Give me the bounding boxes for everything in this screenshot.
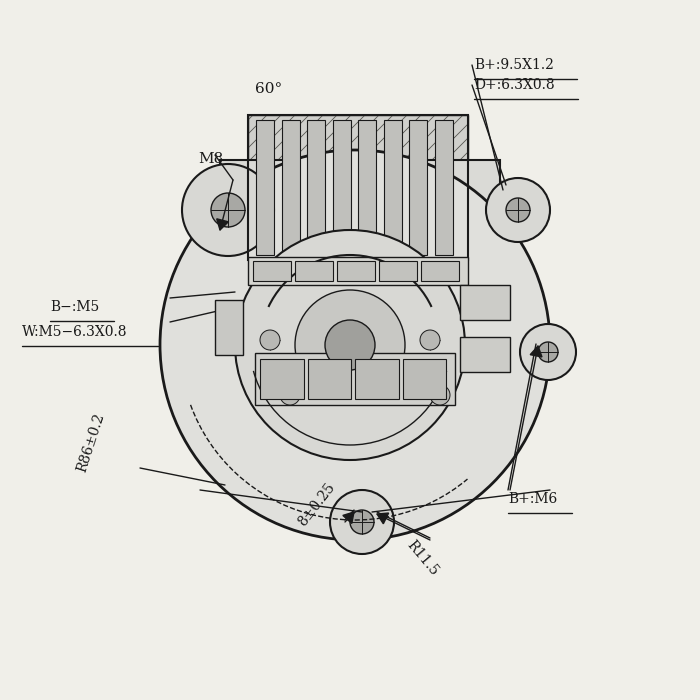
Circle shape — [350, 510, 374, 534]
Bar — [295, 261, 333, 281]
Polygon shape — [377, 513, 388, 524]
Text: B+:M6: B+:M6 — [508, 492, 557, 506]
Circle shape — [538, 342, 558, 362]
Bar — [355, 359, 398, 399]
Text: M8: M8 — [198, 152, 223, 166]
Circle shape — [211, 193, 245, 227]
Circle shape — [420, 330, 440, 350]
Text: R11.5: R11.5 — [405, 538, 442, 578]
Bar — [248, 115, 468, 260]
Circle shape — [486, 178, 550, 242]
Bar — [409, 120, 427, 255]
Circle shape — [235, 230, 465, 460]
Bar — [307, 120, 325, 255]
Polygon shape — [217, 219, 228, 230]
Bar — [215, 300, 243, 355]
Bar — [460, 337, 510, 372]
Bar — [384, 120, 402, 255]
Circle shape — [325, 320, 375, 370]
Bar — [402, 359, 446, 399]
Circle shape — [295, 290, 405, 400]
Text: W:M5−6.3X0.8: W:M5−6.3X0.8 — [22, 325, 127, 339]
Bar — [358, 120, 376, 255]
Circle shape — [520, 324, 576, 380]
Circle shape — [506, 198, 530, 222]
Circle shape — [330, 490, 394, 554]
Bar — [460, 285, 510, 320]
Bar — [253, 261, 291, 281]
Text: D+:6.3X0.8: D+:6.3X0.8 — [474, 78, 554, 92]
Polygon shape — [530, 346, 542, 357]
Bar — [256, 120, 274, 255]
Bar — [307, 359, 351, 399]
Bar — [435, 120, 452, 255]
Bar — [332, 120, 351, 255]
Circle shape — [260, 330, 280, 350]
Circle shape — [280, 385, 300, 405]
Text: 60°: 60° — [255, 82, 282, 96]
Text: 8±0.25: 8±0.25 — [295, 480, 337, 528]
Bar — [255, 353, 455, 405]
Bar — [281, 120, 300, 255]
Circle shape — [430, 385, 450, 405]
Bar — [260, 359, 304, 399]
Bar — [248, 115, 468, 260]
Bar — [421, 261, 459, 281]
Bar — [220, 160, 500, 410]
Bar — [379, 261, 417, 281]
Text: R86±0.2: R86±0.2 — [75, 412, 107, 475]
Text: B+:9.5X1.2: B+:9.5X1.2 — [474, 58, 554, 72]
Circle shape — [160, 150, 550, 540]
Bar — [248, 257, 468, 285]
Circle shape — [182, 164, 274, 256]
Polygon shape — [343, 512, 354, 524]
Text: B−:M5: B−:M5 — [50, 300, 99, 314]
Bar — [337, 261, 375, 281]
